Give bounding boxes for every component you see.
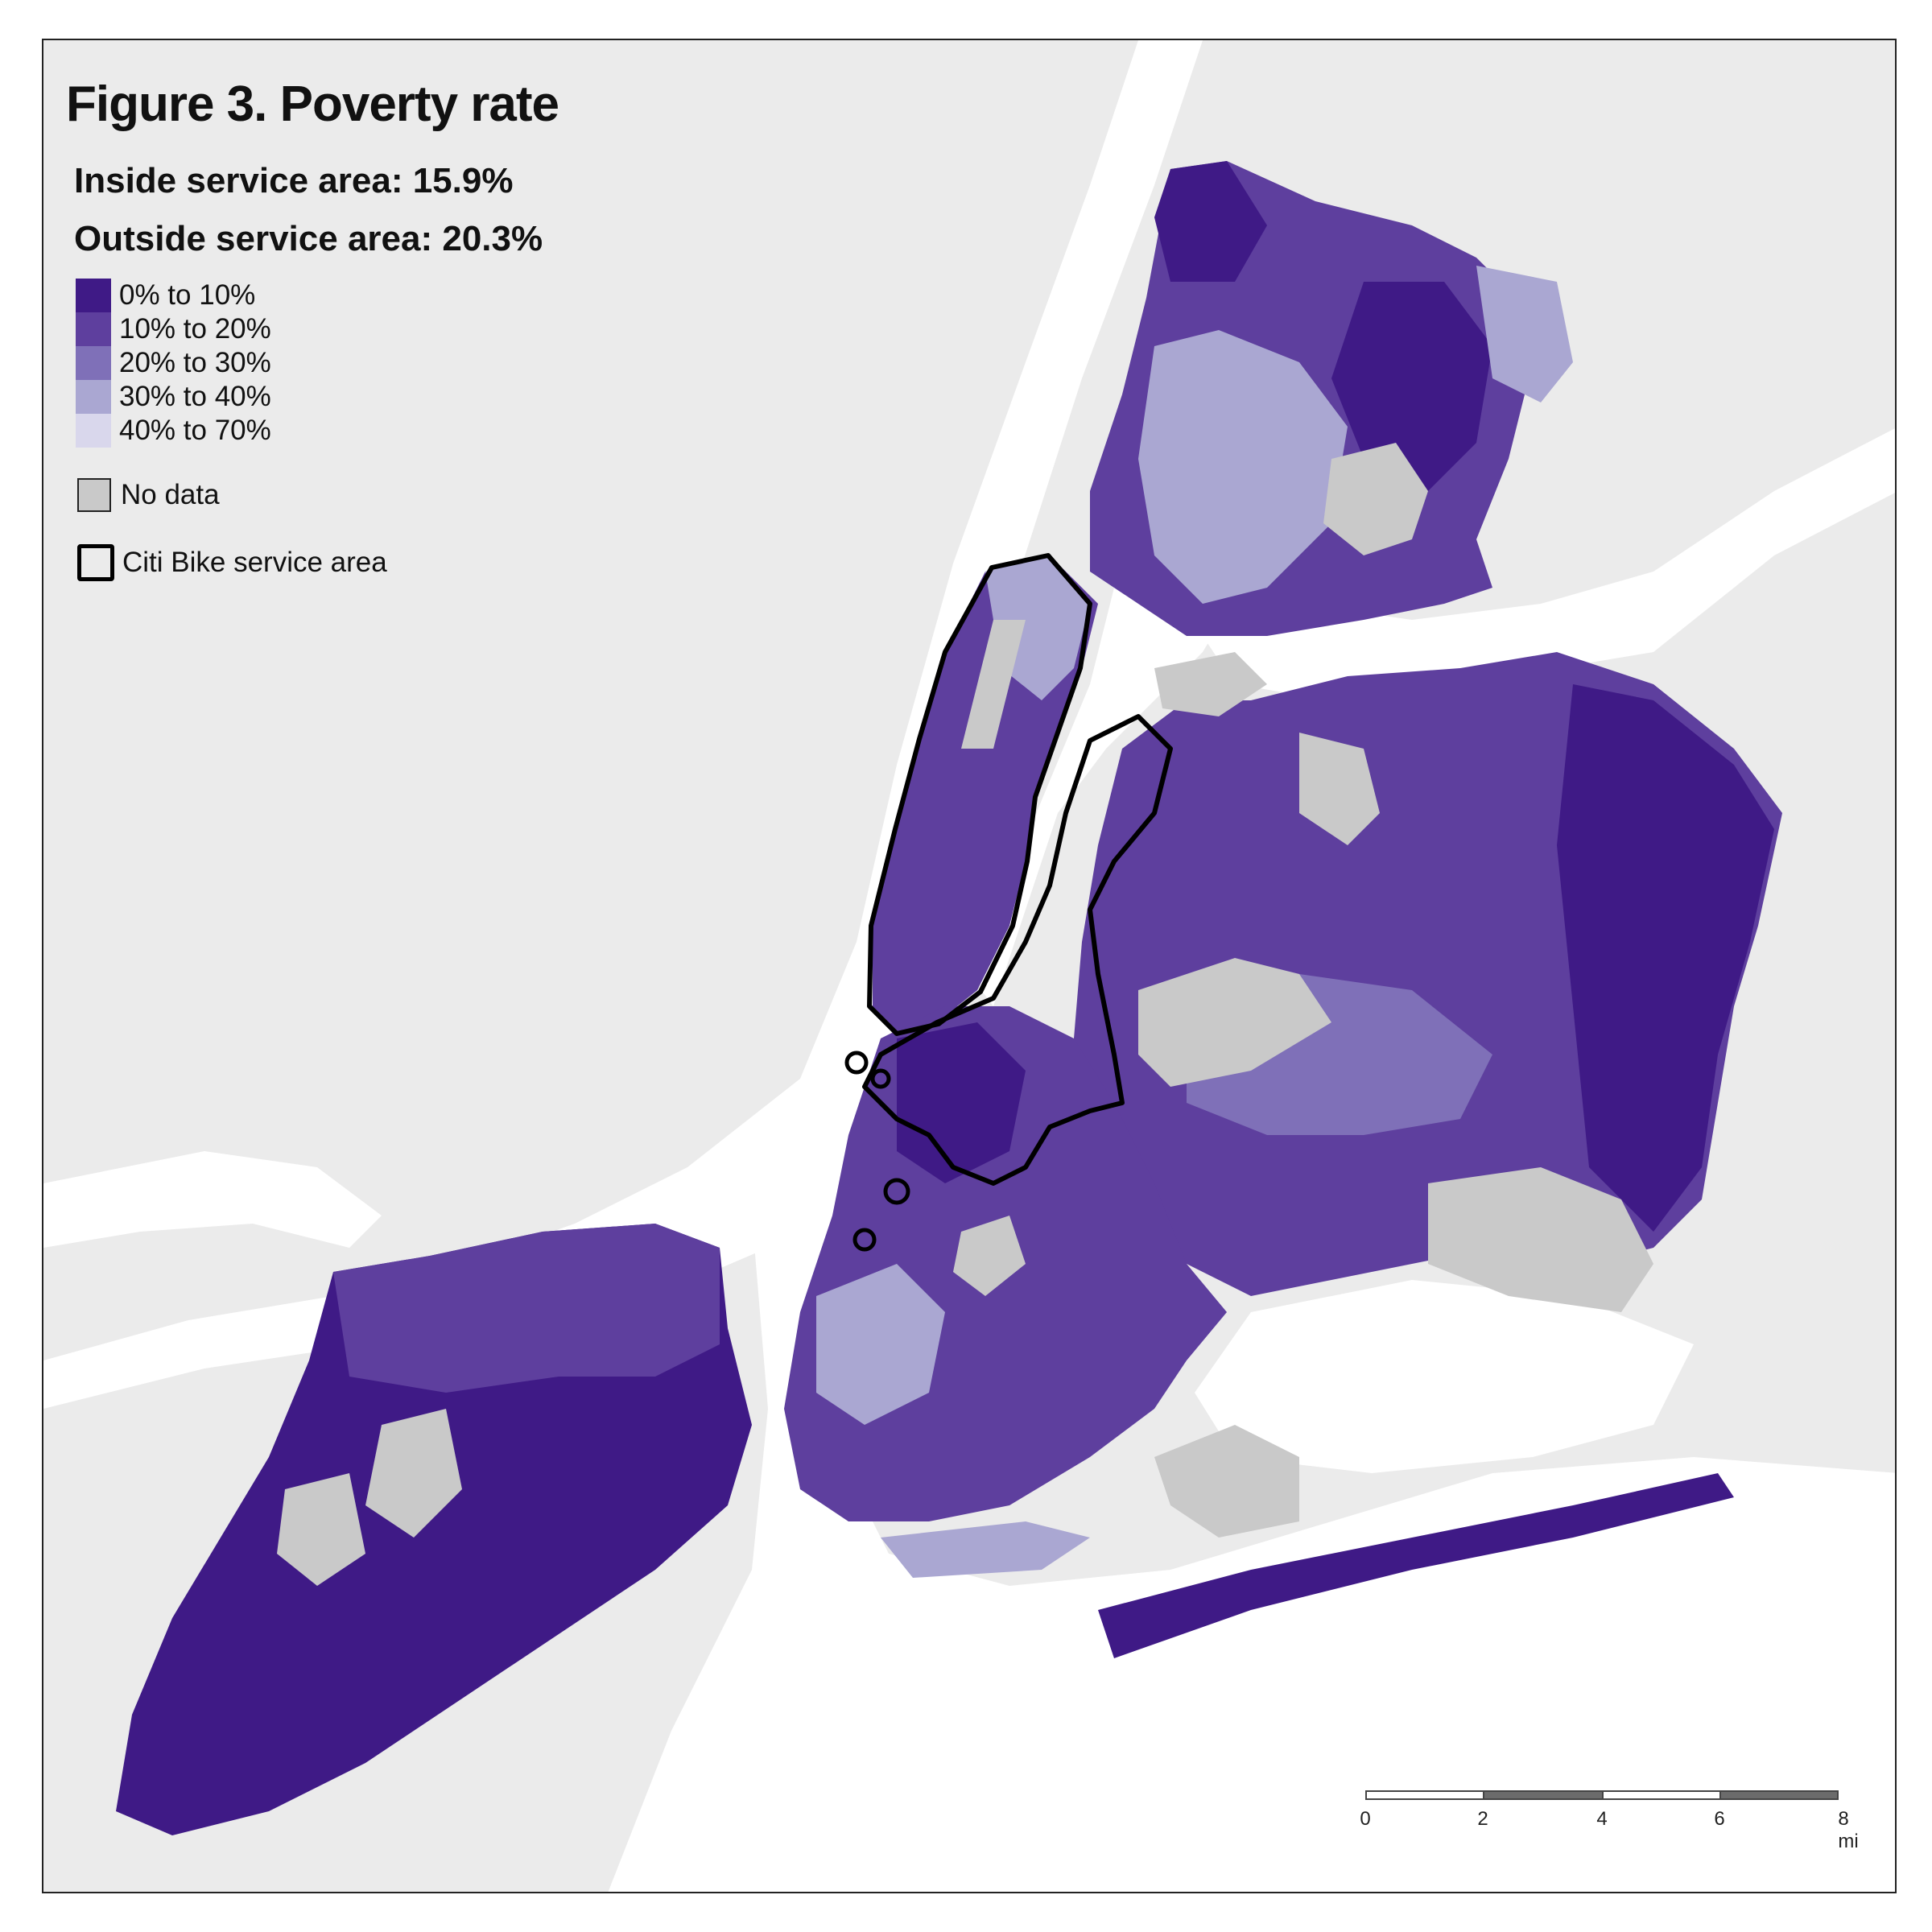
service-area-islet-3 <box>883 1178 910 1205</box>
central-park <box>961 620 1026 749</box>
staten-north <box>333 1224 720 1393</box>
legend-item: 30% to 40% <box>76 380 271 414</box>
inside-service-area-stat: Inside service area: 15.9% <box>74 161 514 200</box>
brooklyn-north <box>897 1022 1026 1183</box>
bronx-west <box>1138 330 1348 604</box>
scale-tick-label: 2 <box>1477 1808 1488 1830</box>
scale-tick-label: 6 <box>1714 1808 1725 1830</box>
rockaway <box>1098 1473 1734 1658</box>
bronx-park <box>1323 443 1428 555</box>
scale-segment <box>1719 1790 1839 1800</box>
flushing-meadows <box>1299 733 1380 845</box>
bronx-east <box>1331 282 1492 491</box>
east-river <box>969 539 1251 1006</box>
jamaica-bay <box>1195 1280 1694 1473</box>
service-area-islet-4 <box>852 1228 877 1252</box>
legend: 0% to 10% 10% to 20% 20% to 30% 30% to 4… <box>76 279 271 448</box>
prospect-park <box>953 1216 1026 1296</box>
queens-east <box>1557 684 1774 1232</box>
legend-item: 0% to 10% <box>76 279 271 312</box>
legend-swatch <box>76 312 111 346</box>
bronx-north <box>1154 161 1267 282</box>
service-area-manhattan <box>867 553 1092 1036</box>
service-area-islet-1 <box>844 1051 869 1075</box>
scale-tick-label: 4 <box>1596 1808 1608 1830</box>
legend-item: 20% to 30% <box>76 346 271 380</box>
legend-label: 30% to 40% <box>119 381 271 412</box>
service-area-islet-2 <box>870 1068 891 1089</box>
legend-swatch <box>76 380 111 414</box>
scale-segment <box>1602 1790 1721 1800</box>
laguardia <box>1154 652 1267 716</box>
no-data-swatch <box>77 478 111 512</box>
service-area-label: Citi Bike service area <box>122 547 387 578</box>
floyd-bennett <box>1154 1425 1299 1538</box>
legend-label: 10% to 20% <box>119 313 271 345</box>
cemeteries <box>1138 958 1331 1087</box>
service-area-brooklyn-queens <box>862 714 1173 1186</box>
map-title: Figure 3. Poverty rate <box>66 76 559 132</box>
scale-segment <box>1365 1790 1484 1800</box>
greenbelt <box>365 1409 462 1538</box>
legend-item: 10% to 20% <box>76 312 271 346</box>
legend-item: 40% to 70% <box>76 414 271 448</box>
legend-no-data: No data <box>77 478 220 512</box>
long-island-sound <box>1203 428 1895 700</box>
fresh-kills <box>277 1473 365 1586</box>
outside-service-area-stat: Outside service area: 20.3% <box>74 219 543 258</box>
legend-service-area: Citi Bike service area <box>77 544 387 581</box>
legend-swatch <box>76 346 111 380</box>
map-canvas[interactable] <box>43 40 1897 1893</box>
map-frame: Figure 3. Poverty rate Inside service ar… <box>42 39 1897 1893</box>
scale-tick-label: 0 <box>1360 1808 1371 1830</box>
legend-label: 0% to 10% <box>119 279 256 311</box>
jfk-airport <box>1428 1167 1653 1312</box>
scale-tick-label: 8 mi <box>1838 1808 1859 1852</box>
western-waterway <box>43 1151 382 1248</box>
legend-swatch <box>76 414 111 448</box>
coney-island <box>881 1521 1090 1578</box>
scale-segment <box>1483 1790 1604 1800</box>
legend-label: 40% to 70% <box>119 415 271 446</box>
lower-bay <box>608 1183 1895 1892</box>
legend-label: 20% to 30% <box>119 347 271 378</box>
service-area-swatch <box>77 544 114 581</box>
legend-swatch <box>76 279 111 312</box>
pelham-bay <box>1476 266 1573 402</box>
no-data-label: No data <box>121 479 220 510</box>
brooklyn-south <box>816 1264 945 1425</box>
